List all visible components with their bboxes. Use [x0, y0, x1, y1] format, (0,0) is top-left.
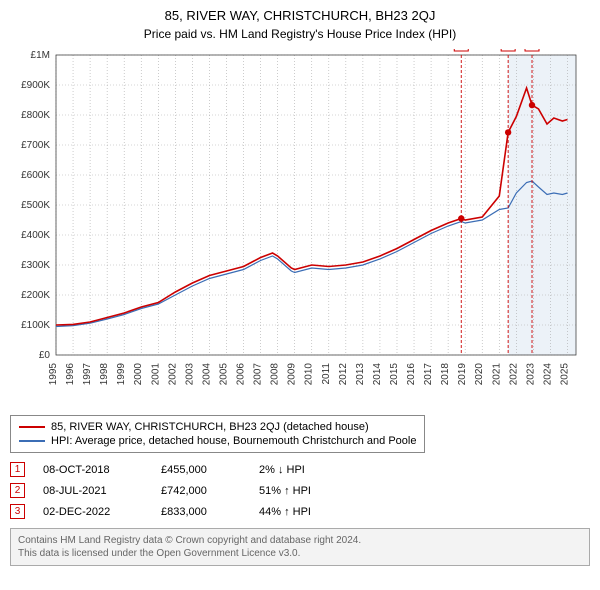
svg-text:2024: 2024 [542, 363, 553, 386]
svg-text:£0: £0 [39, 350, 51, 361]
svg-text:£400K: £400K [21, 230, 50, 241]
svg-text:£700K: £700K [21, 140, 50, 151]
svg-text:2008: 2008 [270, 363, 281, 386]
legend-item: HPI: Average price, detached house, Bour… [19, 434, 416, 448]
svg-text:2007: 2007 [253, 363, 264, 386]
svg-text:1996: 1996 [65, 363, 76, 386]
svg-text:2016: 2016 [406, 363, 417, 386]
disclaimer: Contains HM Land Registry data © Crown c… [10, 528, 590, 566]
sale-delta: 44% ↑ HPI [259, 506, 339, 518]
svg-text:2004: 2004 [201, 363, 212, 386]
legend-label: 85, RIVER WAY, CHRISTCHURCH, BH23 2QJ (d… [51, 421, 369, 433]
sale-date: 02-DEC-2022 [43, 506, 143, 518]
svg-text:1997: 1997 [82, 363, 93, 386]
sale-date: 08-OCT-2018 [43, 464, 143, 476]
svg-text:2003: 2003 [184, 363, 195, 386]
svg-text:£500K: £500K [21, 200, 50, 211]
svg-text:£100K: £100K [21, 320, 50, 331]
svg-text:£1M: £1M [31, 50, 50, 61]
svg-text:2018: 2018 [440, 363, 451, 386]
sales-row: 3 02-DEC-2022 £833,000 44% ↑ HPI [10, 501, 590, 522]
page-title: 85, RIVER WAY, CHRISTCHURCH, BH23 2QJ [10, 8, 590, 23]
sale-price: £455,000 [161, 464, 241, 476]
svg-text:2005: 2005 [218, 363, 229, 386]
legend-label: HPI: Average price, detached house, Bour… [51, 435, 416, 447]
svg-text:2011: 2011 [321, 363, 332, 385]
price-chart: £0 £100K £200K £300K £400K £500K £600K £700K £80… [10, 49, 590, 409]
svg-text:2: 2 [505, 49, 511, 51]
svg-text:2015: 2015 [389, 363, 400, 386]
svg-text:2019: 2019 [457, 363, 468, 386]
svg-text:1998: 1998 [99, 363, 110, 386]
sale-date: 08-JUL-2021 [43, 485, 143, 497]
svg-text:2012: 2012 [338, 363, 349, 386]
svg-text:1995: 1995 [48, 363, 59, 386]
sale-delta: 51% ↑ HPI [259, 485, 339, 497]
sale-price: £833,000 [161, 506, 241, 518]
sales-row: 1 08-OCT-2018 £455,000 2% ↓ HPI [10, 459, 590, 480]
sales-table: 1 08-OCT-2018 £455,000 2% ↓ HPI 2 08-JUL-2021… [10, 459, 590, 522]
svg-text:2001: 2001 [150, 363, 161, 386]
sale-delta: 2% ↓ HPI [259, 464, 339, 476]
svg-text:2006: 2006 [236, 363, 247, 386]
legend-swatch [19, 440, 45, 441]
svg-text:£600K: £600K [21, 170, 50, 181]
svg-text:2020: 2020 [474, 363, 485, 386]
sale-marker-badge: 2 [10, 483, 25, 498]
sale-price: £742,000 [161, 485, 241, 497]
sale-marker-badge: 1 [10, 462, 25, 477]
svg-text:2014: 2014 [372, 363, 383, 386]
legend-swatch [19, 426, 45, 428]
svg-text:2025: 2025 [559, 363, 570, 386]
svg-text:3: 3 [529, 49, 535, 51]
svg-text:2010: 2010 [304, 363, 315, 386]
svg-text:£800K: £800K [21, 110, 50, 121]
page-subtitle: Price paid vs. HM Land Registry's House … [10, 27, 590, 41]
svg-text:2022: 2022 [508, 363, 519, 386]
svg-text:2000: 2000 [133, 363, 144, 386]
sale-marker-badge: 3 [10, 504, 25, 519]
disclaimer-line: Contains HM Land Registry data © Crown c… [18, 534, 582, 547]
svg-text:1: 1 [458, 49, 464, 51]
legend-item: 85, RIVER WAY, CHRISTCHURCH, BH23 2QJ (d… [19, 420, 416, 434]
chart-legend: 85, RIVER WAY, CHRISTCHURCH, BH23 2QJ (d… [10, 415, 425, 453]
svg-text:2009: 2009 [287, 363, 298, 386]
svg-text:£200K: £200K [21, 290, 50, 301]
disclaimer-line: This data is licensed under the Open Gov… [18, 547, 582, 560]
svg-text:£900K: £900K [21, 80, 50, 91]
svg-text:2021: 2021 [491, 363, 502, 386]
svg-text:2023: 2023 [525, 363, 536, 386]
svg-text:2002: 2002 [167, 363, 178, 386]
svg-text:2013: 2013 [355, 363, 366, 386]
svg-text:1999: 1999 [116, 363, 127, 386]
sales-row: 2 08-JUL-2021 £742,000 51% ↑ HPI [10, 480, 590, 501]
svg-text:2017: 2017 [423, 363, 434, 386]
svg-text:£300K: £300K [21, 260, 50, 271]
